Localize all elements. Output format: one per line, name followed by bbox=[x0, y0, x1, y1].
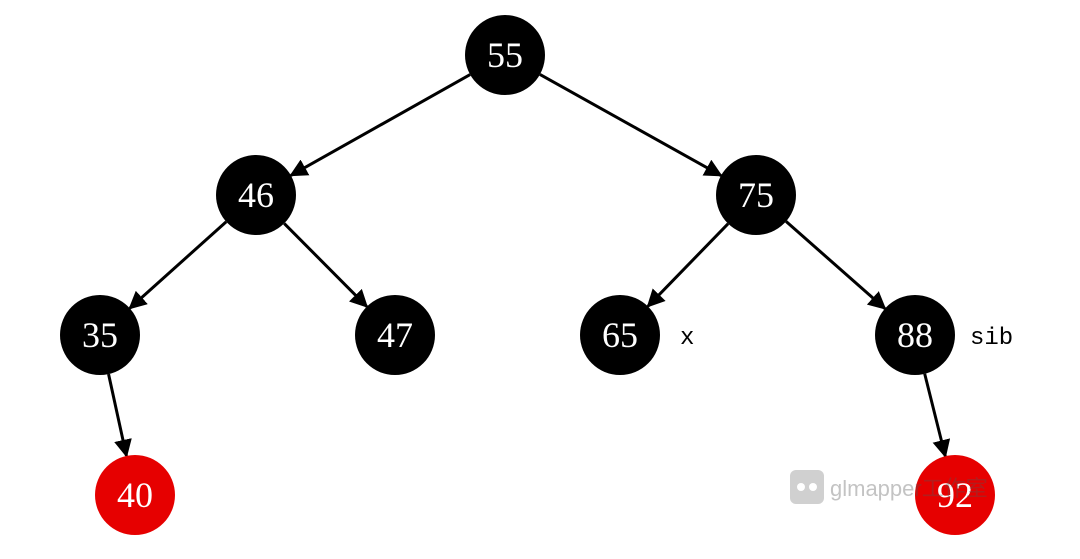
tree-diagram: 554675354765884092 xsib glmapper工作室 bbox=[0, 0, 1080, 559]
annotation-sib: sib bbox=[970, 325, 1013, 352]
wechat-icon bbox=[790, 470, 824, 504]
watermark-text: glmapper工作室 bbox=[830, 471, 988, 503]
tree-node-46: 46 bbox=[216, 155, 296, 235]
tree-edge bbox=[291, 75, 470, 176]
tree-edge bbox=[648, 224, 728, 307]
tree-node-65: 65 bbox=[580, 295, 660, 375]
tree-node-47: 47 bbox=[355, 295, 435, 375]
tree-edge bbox=[925, 374, 946, 456]
node-label: 40 bbox=[117, 477, 153, 513]
tree-node-88: 88 bbox=[875, 295, 955, 375]
tree-node-75: 75 bbox=[716, 155, 796, 235]
tree-node-35: 35 bbox=[60, 295, 140, 375]
node-label: 65 bbox=[602, 317, 638, 353]
node-label: 47 bbox=[377, 317, 413, 353]
node-label: 55 bbox=[487, 37, 523, 73]
node-label: 46 bbox=[238, 177, 274, 213]
tree-edge bbox=[109, 374, 127, 456]
tree-edge bbox=[284, 223, 367, 306]
tree-edge bbox=[130, 222, 226, 309]
tree-node-55: 55 bbox=[465, 15, 545, 95]
node-label: 35 bbox=[82, 317, 118, 353]
watermark: glmapper工作室 bbox=[790, 470, 988, 504]
tree-edge bbox=[540, 74, 721, 175]
node-label: 75 bbox=[738, 177, 774, 213]
tree-node-40: 40 bbox=[95, 455, 175, 535]
annotation-x: x bbox=[680, 325, 694, 352]
tree-edge bbox=[786, 221, 885, 308]
node-label: 88 bbox=[897, 317, 933, 353]
